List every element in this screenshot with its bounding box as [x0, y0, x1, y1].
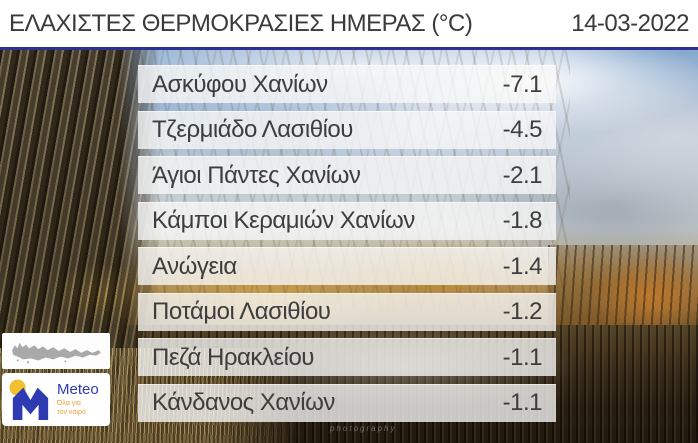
station-name: Πεζά Ηρακλείου — [152, 343, 314, 371]
station-name: Ποτάμοι Λασιθίου — [152, 298, 331, 325]
meteo-logo: Meteo Όλα για τον καιρό — [2, 373, 110, 426]
logo-tagline-line2: τον καιρό — [57, 409, 86, 416]
header-bar: ΕΛΑΧΙΣΤΕΣ ΘΕΡΜΟΚΡΑΣΙΕΣ ΗΜΕΡΑΣ (°C) 14-03… — [0, 0, 698, 47]
temperature-row: Κάμποι Κεραμιών Χανίων -1.8 — [138, 201, 556, 240]
temperature-value: -2.1 — [502, 161, 543, 189]
logo-text: Meteo Όλα για τον καιρό — [57, 382, 99, 417]
photo-watermark: photography — [330, 424, 397, 433]
logo-brand-name: Meteo — [57, 380, 99, 398]
crete-map-icon — [12, 342, 101, 364]
temperature-list: Ασκύφου Χανίων -7.1 Τζερμιάδο Λασιθίου -… — [138, 65, 556, 422]
station-name: Άγιοι Πάντες Χανίων — [152, 161, 361, 189]
temperature-row: Τζερμιάδο Λασιθίου -4.5 — [138, 110, 556, 149]
meteo-m-with-sun-icon — [9, 378, 49, 420]
temperature-value: -1.4 — [502, 252, 543, 280]
temperature-value: -1.8 — [502, 207, 543, 234]
temperature-row: Άγιοι Πάντες Χανίων -2.1 — [138, 156, 556, 194]
temperature-value: -1.1 — [502, 389, 543, 416]
logo-tagline-line1: Όλα για — [57, 399, 81, 407]
temperature-value: -7.1 — [502, 70, 543, 98]
station-name: Ασκύφου Χανίων — [152, 70, 328, 98]
temperature-row: Πεζά Ηρακλείου -1.1 — [138, 338, 556, 376]
header-date: 14-03-2022 — [571, 9, 689, 37]
temperature-value: -4.5 — [502, 116, 543, 143]
station-name: Κάνδανος Χανίων — [152, 389, 335, 416]
page-title: ΕΛΑΧΙΣΤΕΣ ΘΕΡΜΟΚΡΑΣΙΕΣ ΗΜΕΡΑΣ (°C) — [9, 9, 473, 37]
temperature-row: Κάνδανος Χανίων -1.1 — [138, 383, 556, 422]
header-separator-line — [0, 47, 698, 50]
temperature-row: Ποτάμοι Λασιθίου -1.2 — [138, 292, 556, 331]
station-name: Ανώγεια — [152, 252, 237, 280]
temperature-value: -1.1 — [502, 343, 543, 371]
station-name: Κάμποι Κεραμιών Χανίων — [152, 207, 415, 234]
crete-map-badge — [2, 333, 110, 369]
temperature-row: Ασκύφου Χανίων -7.1 — [138, 65, 556, 103]
station-name: Τζερμιάδο Λασιθίου — [152, 116, 353, 143]
temperature-row: Ανώγεια -1.4 — [138, 247, 556, 285]
temperature-value: -1.2 — [502, 298, 543, 325]
